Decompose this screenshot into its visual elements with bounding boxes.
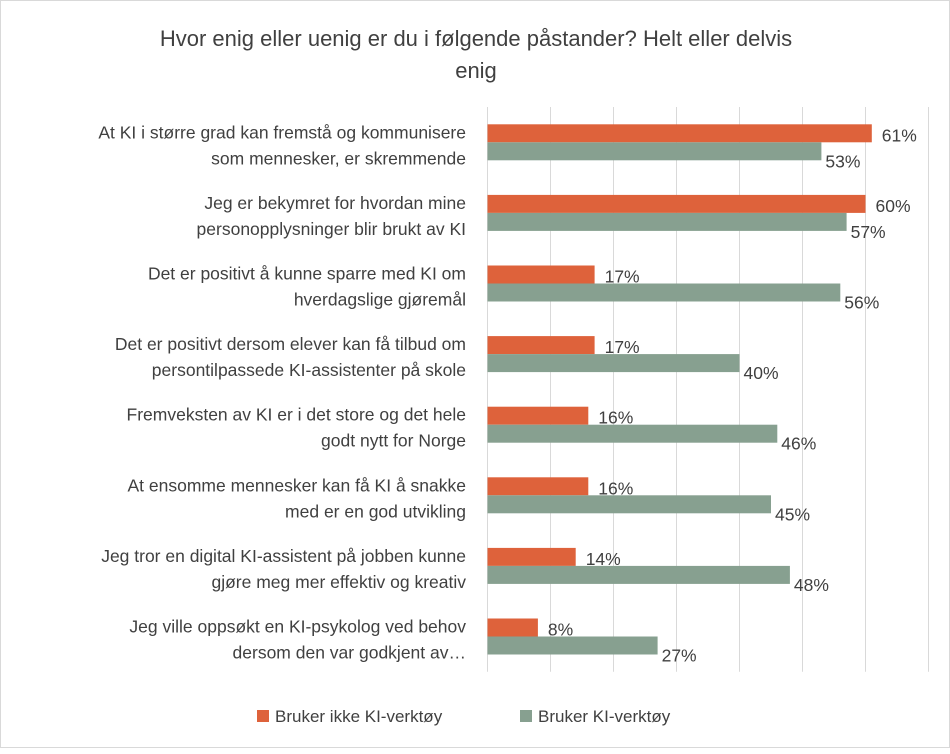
chart-title-line-1: Hvor enig eller uenig er du i følgende p… [160, 26, 792, 51]
data-label: 56% [844, 293, 879, 313]
data-label: 16% [598, 408, 633, 428]
bar-not-using [487, 477, 589, 496]
data-label: 46% [781, 434, 816, 454]
data-label: 48% [794, 575, 829, 595]
bar-not-using [487, 547, 576, 566]
legend-label-using: Bruker KI-verktøy [538, 707, 671, 726]
bars [487, 124, 872, 655]
gridlines [487, 107, 929, 672]
bar-not-using [487, 336, 595, 355]
data-label: 16% [598, 478, 633, 498]
category-label: Jeg er bekymret for hvordan mine [204, 193, 466, 213]
bar-not-using [487, 194, 866, 213]
category-label: hverdagslige gjøremål [294, 290, 466, 310]
category-label: At ensomme mennesker kan få KI å snakke [128, 475, 467, 495]
data-label: 14% [586, 549, 621, 569]
bar-using [487, 565, 790, 584]
bar-using [487, 142, 822, 161]
category-label: Jeg ville oppsøkt en KI-psykolog ved beh… [129, 617, 466, 637]
bar-using [487, 283, 841, 302]
category-label: med er en god utvikling [285, 501, 466, 521]
data-label: 17% [605, 337, 640, 357]
category-label: Fremveksten av KI er i det store og det … [127, 405, 466, 425]
category-label: dersom den var godkjent av… [233, 643, 466, 663]
bar-using [487, 424, 778, 443]
category-label: gjøre meg mer effektiv og kreativ [212, 572, 467, 592]
category-label: Det er positivt dersom elever kan få til… [115, 334, 466, 354]
data-label: 53% [825, 151, 860, 171]
bar-not-using [487, 618, 538, 637]
bar-not-using [487, 406, 589, 425]
bar-not-using [487, 265, 595, 284]
category-label: Det er positivt å kunne sparre med KI om [148, 264, 466, 284]
bar-using [487, 495, 771, 514]
bar-not-using [487, 124, 872, 143]
category-label: godt nytt for Norge [321, 431, 466, 451]
legend-swatch-not-using [257, 710, 269, 722]
data-label: 61% [882, 125, 917, 145]
category-label: persontilpassede KI-assistenter på skole [152, 360, 466, 380]
bar-using [487, 212, 847, 231]
data-label: 17% [605, 267, 640, 287]
category-label: som mennesker, er skremmende [211, 148, 466, 168]
category-label: personopplysninger blir brukt av KI [197, 219, 466, 239]
category-label: At KI i større grad kan fremstå og kommu… [98, 122, 466, 142]
category-labels: At KI i større grad kan fremstå og kommu… [98, 122, 466, 662]
chart-title-line-2: enig [455, 58, 497, 83]
legend-swatch-using [520, 710, 532, 722]
category-label: Jeg tror en digital KI-assistent på jobb… [101, 546, 466, 566]
data-label: 27% [662, 646, 697, 666]
data-label: 57% [851, 222, 886, 242]
data-label: 8% [548, 620, 573, 640]
data-label: 45% [775, 504, 810, 524]
data-labels: 61% 53% 60% 57% 17% 56% 17% 40% 16% 46% 16% 45% 14% 4… [548, 125, 917, 665]
legend: Bruker ikke KI-verktøy Bruker KI-verktøy [257, 707, 671, 726]
bar-using [487, 636, 658, 655]
data-label: 40% [744, 363, 779, 383]
bar-using [487, 354, 740, 373]
data-label: 60% [876, 196, 911, 216]
legend-label-not-using: Bruker ikke KI-verktøy [275, 707, 443, 726]
